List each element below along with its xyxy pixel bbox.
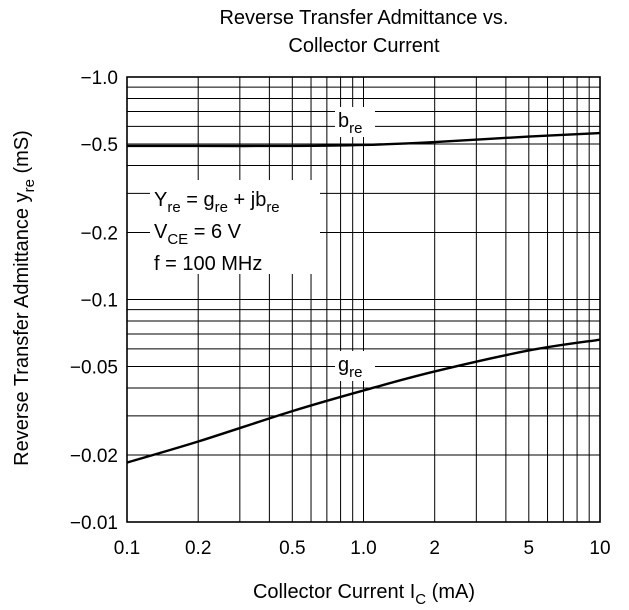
annotation-part: re	[266, 199, 279, 216]
x-axis-label: Collector Current IC (mA)	[253, 581, 475, 608]
x-tick-label: 1.0	[350, 538, 376, 559]
chart-title-line-1: Reverse Transfer Admittance vs.	[219, 7, 508, 29]
series-label-bg	[335, 351, 375, 381]
annotation-part: = g	[181, 189, 215, 211]
x-tick-label: 0.2	[185, 538, 211, 559]
series-line-gre	[126, 338, 601, 464]
annotation-part: CE	[167, 231, 188, 248]
series-label-sub: re	[349, 120, 362, 137]
y-tick-label: −0.1	[80, 291, 118, 312]
x-tick-label: 0.5	[279, 538, 305, 559]
x-tick-label: 10	[589, 538, 610, 559]
chart-title: Reverse Transfer Admittance vs. Collecto…	[219, 7, 508, 57]
x-tick-labels: 0.1 0.2 0.5 1.0 2 5 10	[114, 538, 611, 559]
y-axis-label-main: Reverse Transfer Admittance y	[11, 192, 33, 465]
series-label-bg	[335, 107, 375, 137]
annotation-part: V	[154, 221, 168, 243]
annotation-bg	[150, 180, 320, 274]
y-tick-label: −0.02	[70, 446, 118, 467]
y-tick-label: −1.0	[80, 68, 118, 89]
annotation-part: Y	[154, 189, 167, 211]
y-axis-label-sub: re	[21, 179, 38, 192]
series-label-main: b	[338, 110, 349, 132]
y-tick-label: −0.2	[80, 224, 118, 245]
y-tick-labels: −1.0 −0.5 −0.2 −0.1 −0.05 −0.02 −0.01	[70, 68, 118, 534]
series-label-gre: gre	[338, 354, 362, 381]
annotation-part: f = 100 MHz	[154, 253, 262, 275]
x-axis-label-main: Collector Current I	[253, 581, 415, 603]
annotation-part: re	[215, 199, 228, 216]
x-tick-label: 0.1	[114, 538, 140, 559]
y-tick-label: −0.05	[70, 357, 118, 378]
series-label-main: g	[338, 354, 349, 376]
y-tick-label: −0.5	[80, 135, 118, 156]
series-line-bre	[127, 131, 601, 148]
y-tick-label: −0.01	[70, 513, 118, 534]
chart-title-line-2: Collector Current	[288, 35, 440, 57]
y-axis-label: Reverse Transfer Admittance yre (mS)	[11, 130, 38, 466]
x-tick-label: 5	[524, 538, 535, 559]
annotation-part: = 6 V	[188, 221, 241, 243]
grid	[127, 77, 600, 522]
plot-frame	[126, 76, 601, 523]
annotation-line-3: f = 100 MHz	[154, 253, 262, 275]
annotation-line-1: Yre = gre + jbre	[154, 189, 280, 216]
annotation-part: + jb	[228, 189, 266, 211]
x-axis-label-sub: C	[415, 591, 426, 608]
series-label-bre: bre	[338, 110, 362, 137]
y-axis-label-unit: (mS)	[11, 130, 33, 179]
x-axis-label-unit: (mA)	[426, 581, 475, 603]
annotation-line-2: VCE = 6 V	[154, 221, 242, 248]
annotation-part: re	[167, 199, 180, 216]
x-tick-label: 2	[429, 538, 440, 559]
series-label-sub: re	[349, 364, 362, 381]
